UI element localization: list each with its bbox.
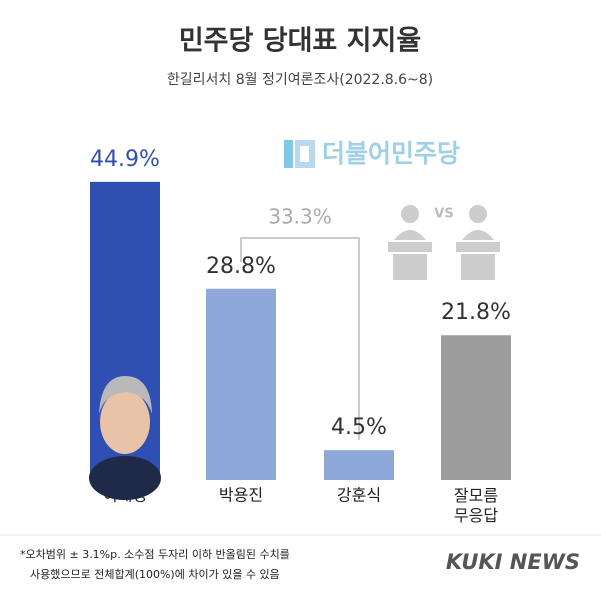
portrait-hair: [99, 376, 152, 414]
footnote: 사용했으므로 전체합계(100%)에 차이가 있을 수 있음: [30, 568, 280, 581]
annotation: 33.3%: [268, 205, 332, 229]
chart-title: 민주당 당대표 지지율: [179, 26, 421, 57]
bracket: [240, 237, 360, 440]
value-label: 28.8%: [206, 254, 276, 279]
source: KUKI NEWS: [446, 550, 580, 574]
bar: [206, 288, 276, 480]
footnote: *오차범위 ± 3.1%p. 소수점 두자리 이하 반올림된 수치를: [20, 547, 290, 561]
bar: [324, 450, 394, 480]
party-logo: 더불어민주당: [284, 139, 460, 168]
logo-text: 더불어민주당: [322, 139, 460, 168]
value-label: 21.8%: [441, 300, 511, 325]
vs-text: VS: [434, 207, 453, 222]
value-label: 44.9%: [90, 147, 160, 172]
value-label: 4.5%: [331, 415, 387, 440]
bar: [441, 335, 511, 480]
portrait-face: [100, 390, 150, 454]
debate-icon: VS: [388, 205, 500, 280]
x-tick-label: 강훈식: [337, 486, 381, 505]
portrait: [89, 376, 161, 500]
chart-subtitle: 한길리서치 8월 정기여론조사(2022.8.6~8): [167, 72, 433, 88]
portrait-body: [89, 456, 161, 500]
x-tick-label: 잘모름 무응답: [454, 486, 498, 525]
x-tick-label: 박용진: [219, 486, 263, 505]
